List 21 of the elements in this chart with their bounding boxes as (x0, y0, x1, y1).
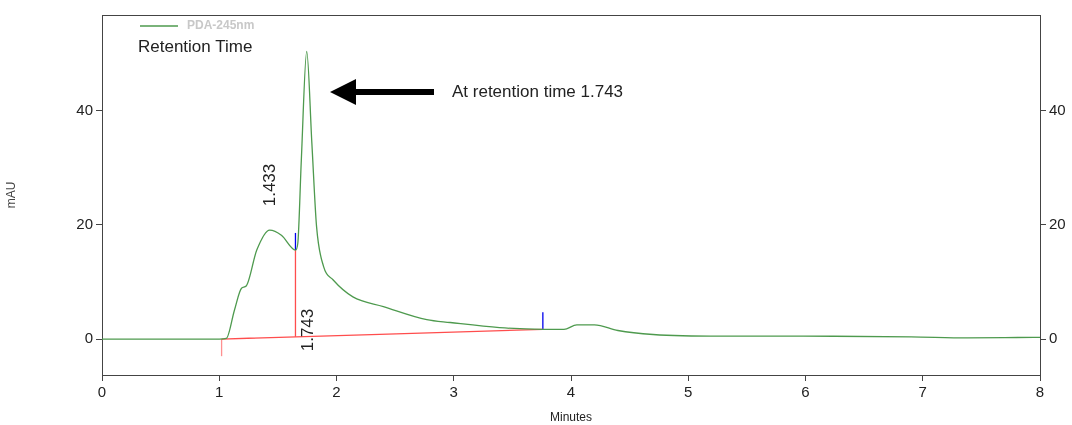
x-axis-title: Minutes (549, 410, 593, 425)
y-tick-label: 40 (76, 100, 93, 118)
y2-tick-label: 0 (1049, 329, 1058, 347)
x-tick-label: 5 (684, 383, 693, 401)
y2-tick-label: 20 (1049, 215, 1066, 233)
annotation: 1.433 (259, 163, 279, 207)
x-tick-label: 8 (1035, 383, 1045, 401)
y-axis-title: mAU (3, 181, 18, 209)
x-tick-label: 4 (566, 383, 576, 401)
annotation: At retention time 1.743 (452, 81, 624, 101)
y-tick-label: 0 (84, 329, 93, 347)
x-tick-label: 3 (449, 383, 458, 401)
x-tick-label: 6 (801, 383, 810, 401)
annotation: 1.743 (297, 308, 317, 352)
y-tick-label: 20 (76, 215, 93, 233)
x-tick-label: 2 (332, 383, 341, 401)
annotation: Retention Time (138, 36, 253, 56)
x-tick-label: 0 (97, 383, 107, 401)
y2-tick-label: 40 (1049, 100, 1066, 118)
x-tick-label: 7 (918, 383, 927, 401)
x-tick-label: 1 (215, 383, 224, 401)
